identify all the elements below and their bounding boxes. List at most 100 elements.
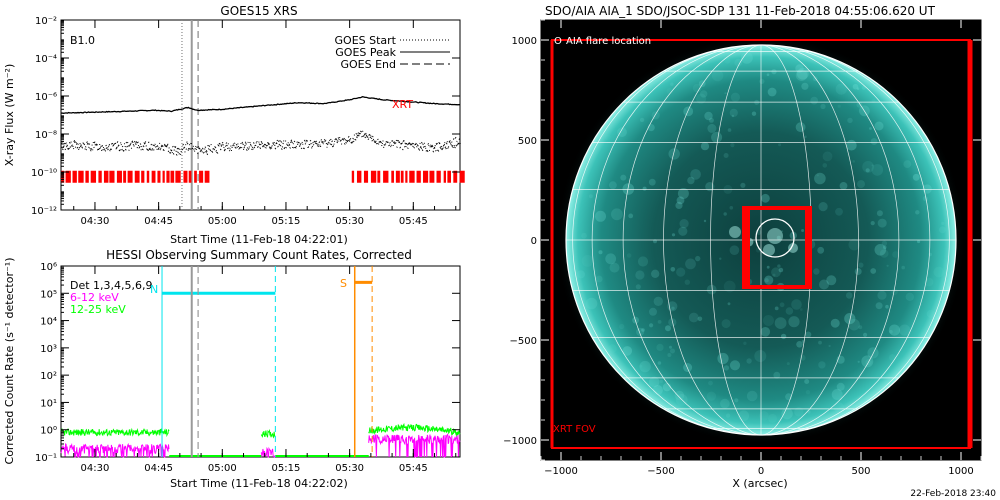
aia-texture — [805, 390, 811, 395]
aia-texture — [848, 238, 861, 251]
goes-xrt-tick — [90, 170, 97, 183]
aia-texture — [901, 265, 905, 270]
aia-texture — [724, 103, 728, 106]
aia-xrt-fov-label: XRT FOV — [553, 424, 596, 435]
aia-texture — [617, 127, 627, 138]
aia-texture — [852, 83, 859, 90]
hessi-x-axis: 04:30 04:45 05:00 05:15 05:30 05:45 — [73, 266, 457, 474]
aia-texture — [690, 169, 701, 180]
goes-xrt-tick — [377, 170, 381, 183]
hessi-ytick-label-1: 10⁰ — [40, 426, 57, 437]
aia-texture — [846, 139, 857, 151]
aia-texture — [870, 221, 875, 226]
aia-texture — [700, 90, 708, 98]
aia-texture — [870, 268, 877, 274]
aia-texture — [637, 256, 649, 267]
aia-texture — [795, 64, 804, 73]
hessi-6-12kev-trace — [260, 446, 276, 458]
aia-texture — [740, 182, 746, 188]
legend-12-25kev: 12-25 keV — [70, 303, 126, 316]
hessi-panel: HESSI Observing Summary Count Rates, Cor… — [3, 248, 461, 490]
aia-grid-longitude — [622, 44, 762, 436]
aia-grid-longitude — [591, 44, 762, 436]
goes-xrt-tick — [78, 170, 84, 183]
hessi-ytick-label-2: 10¹ — [40, 398, 57, 409]
aia-texture — [788, 316, 800, 328]
aia-texture — [729, 245, 740, 255]
hessi-xlabel: Start Time (11-Feb-18 04:22:02) — [170, 477, 348, 490]
goes-xrt-tick — [405, 170, 408, 183]
hessi-12-25kev-trace — [60, 427, 170, 438]
aia-texture — [795, 122, 806, 133]
legend-detectors: Det 1,3,4,5,6,9 — [70, 279, 153, 292]
aia-texture — [684, 279, 690, 285]
footer-timestamp: 22-Feb-2018 23:40 — [910, 489, 996, 499]
goes-xrt-tick — [423, 170, 429, 183]
aia-texture — [723, 365, 730, 371]
aia-texture — [605, 253, 617, 265]
aia-texture — [670, 267, 676, 272]
aia-texture — [759, 78, 765, 84]
goes-xrt-tick — [157, 170, 161, 183]
aia-texture — [678, 226, 688, 236]
aia-grid-longitude — [572, 44, 762, 436]
aia-texture — [818, 202, 828, 212]
aia-image — [550, 35, 973, 449]
goes-x-axis: 04:30 04:45 05:00 05:15 05:30 05:45 — [73, 20, 457, 227]
aia-texture — [818, 361, 826, 369]
aia-active-region — [788, 243, 798, 253]
aia-texture — [814, 172, 826, 185]
aia-texture — [729, 360, 741, 371]
goes-xrt-tick — [162, 170, 165, 183]
aia-texture — [879, 249, 889, 258]
aia-texture — [649, 323, 654, 328]
aia-texture — [734, 398, 739, 403]
goes-data-layer — [60, 20, 465, 210]
aia-texture — [653, 296, 663, 306]
aia-xtick-label-1: −500 — [647, 466, 674, 477]
aia-texture — [939, 226, 946, 234]
goes-xrt-tick — [116, 170, 122, 183]
aia-texture — [648, 376, 660, 388]
hessi-ytick-label-7: 10⁶ — [40, 262, 57, 273]
goes-xrt-tick — [443, 170, 446, 183]
aia-texture — [905, 292, 914, 301]
aia-texture — [657, 320, 662, 324]
aia-texture — [804, 379, 810, 384]
goes-xrt-tick — [363, 170, 369, 183]
aia-texture — [585, 297, 598, 310]
aia-texture — [805, 331, 812, 338]
aia-texture — [720, 398, 730, 409]
aia-texture — [729, 108, 738, 117]
aia-texture — [773, 371, 781, 379]
aia-texture — [648, 178, 656, 186]
aia-texture — [771, 69, 777, 75]
aia-texture — [622, 346, 633, 356]
aia-texture — [885, 304, 889, 309]
aia-active-region — [767, 228, 783, 244]
aia-texture — [877, 218, 887, 228]
goes-xrt-tick — [146, 170, 150, 183]
hessi-xtick-label-1: 04:45 — [144, 463, 173, 474]
aia-texture — [903, 160, 912, 169]
goes-xrt-tick — [204, 170, 210, 183]
aia-texture — [852, 160, 855, 163]
aia-texture — [708, 380, 713, 386]
aia-texture — [671, 306, 675, 310]
aia-texture — [724, 57, 731, 64]
goes-xrt-label: XRT — [392, 98, 413, 111]
aia-texture — [804, 135, 807, 138]
aia-texture — [764, 275, 774, 285]
aia-texture — [683, 106, 694, 117]
aia-texture — [665, 325, 671, 332]
aia-texture — [677, 188, 689, 199]
goes-xrt-tick — [459, 170, 465, 183]
aia-texture — [818, 340, 822, 345]
aia-texture — [871, 164, 874, 167]
aia-texture — [706, 391, 717, 401]
goes-xrt-tick — [447, 170, 451, 183]
aia-texture — [865, 168, 870, 173]
aia-texture — [746, 358, 752, 364]
aia-axes: −1000 −500 0 500 1000 −1000 −500 0 500 1000 — [503, 19, 982, 477]
aia-texture — [833, 402, 845, 413]
